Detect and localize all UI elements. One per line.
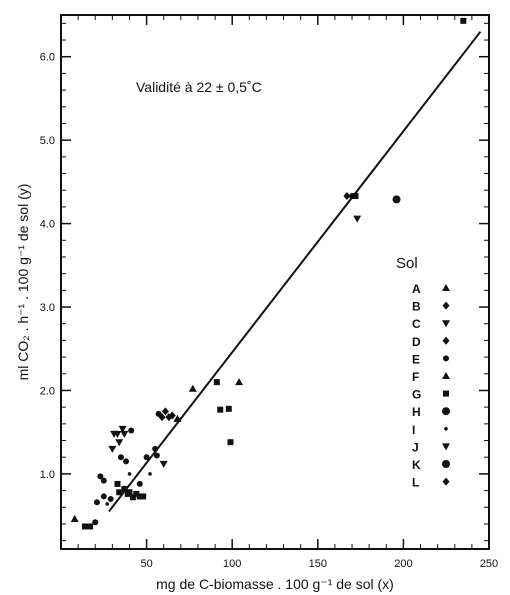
y-tick-label: 5.0 (40, 135, 55, 147)
data-point (123, 458, 130, 465)
data-point (97, 473, 104, 480)
legend-marker (443, 355, 449, 362)
data-point (213, 379, 220, 386)
data-point (158, 413, 166, 422)
y-axis-label: ml CO₂ . h⁻¹ . 100 g⁻¹ de sol (y) (15, 184, 31, 381)
y-tick-label: 2.0 (40, 385, 55, 397)
data-point (116, 489, 123, 496)
y-tick-label: 1.0 (40, 469, 55, 481)
data-point (460, 17, 467, 24)
legend-label: G (412, 388, 421, 402)
data-point (117, 454, 124, 461)
legend-label: K (412, 458, 421, 472)
data-point (188, 384, 197, 392)
data-point (352, 193, 359, 200)
data-point (140, 493, 147, 500)
x-tick-label: 150 (309, 558, 327, 570)
legend-marker (442, 460, 450, 468)
legend-marker (442, 372, 450, 379)
data-point (129, 494, 136, 501)
data-point (143, 454, 150, 461)
y-tick-label: 4.0 (40, 219, 55, 231)
data-points (70, 17, 467, 530)
data-point (353, 215, 362, 223)
x-tick-label: 50 (140, 558, 152, 570)
data-point (225, 405, 232, 412)
legend-marker (442, 443, 450, 451)
data-point (120, 430, 129, 438)
data-point (173, 414, 182, 422)
data-point (343, 192, 351, 201)
data-point (161, 407, 169, 416)
data-point (92, 519, 99, 526)
regression-line (108, 31, 482, 513)
data-point (227, 439, 234, 446)
x-tick-label: 100 (223, 558, 241, 570)
x-tick-label: 250 (480, 558, 498, 570)
data-point (87, 523, 94, 530)
legend-marker (444, 427, 448, 431)
data-point (152, 445, 159, 452)
data-point (133, 490, 140, 497)
legend-label: B (412, 300, 421, 314)
legend-label: A (412, 282, 421, 296)
data-point (113, 430, 122, 438)
y-tick-label: 6.0 (40, 52, 55, 64)
data-point (70, 514, 79, 522)
data-point (121, 485, 128, 492)
y-tick-label: 3.0 (40, 302, 55, 314)
legend-label: E (412, 352, 420, 366)
legend-label: D (412, 335, 421, 349)
legend-label: L (412, 476, 419, 490)
data-point (168, 411, 176, 420)
data-point (126, 489, 133, 496)
legend-marker (442, 336, 450, 345)
legend-label: I (412, 423, 415, 437)
legend-label: J (412, 440, 419, 454)
data-point (155, 410, 162, 417)
data-point (118, 425, 127, 433)
axis-ticks (61, 15, 490, 549)
data-point (217, 406, 224, 413)
data-point (100, 493, 107, 500)
tick-labels: 50 100 150 200 250 1.0 2.0 3.0 4.0 5.0 6.0 (40, 52, 498, 570)
data-point (100, 477, 107, 484)
data-point (108, 445, 117, 453)
validity-annotation: Validité à 22 ± 0,5˚C (136, 79, 262, 95)
data-point (136, 480, 143, 487)
legend-title: Sol (396, 255, 418, 272)
data-point (153, 452, 160, 459)
data-point (128, 427, 135, 434)
x-axis-label: mg de C-biomasse . 100 g⁻¹ de sol (x) (156, 576, 394, 592)
plot-frame (60, 14, 490, 550)
legend-marker (442, 320, 450, 328)
data-point (148, 472, 152, 476)
legend-marker (442, 477, 450, 486)
data-point (115, 439, 124, 447)
data-point (127, 472, 132, 476)
x-tick-label: 200 (394, 558, 412, 570)
data-point (136, 493, 143, 500)
data-point (105, 502, 110, 506)
legend-label: H (412, 405, 421, 419)
legend-label: C (412, 317, 421, 331)
legend-label: F (412, 370, 419, 384)
data-point (81, 523, 88, 530)
data-point (93, 499, 100, 506)
data-point (107, 495, 114, 502)
data-point (392, 195, 401, 204)
data-point (114, 480, 121, 487)
data-point (235, 378, 244, 386)
legend-marker (443, 390, 449, 397)
legend-marker (442, 407, 450, 416)
data-point (159, 460, 168, 468)
legend-marker (442, 284, 450, 291)
legend-marker (442, 301, 450, 310)
